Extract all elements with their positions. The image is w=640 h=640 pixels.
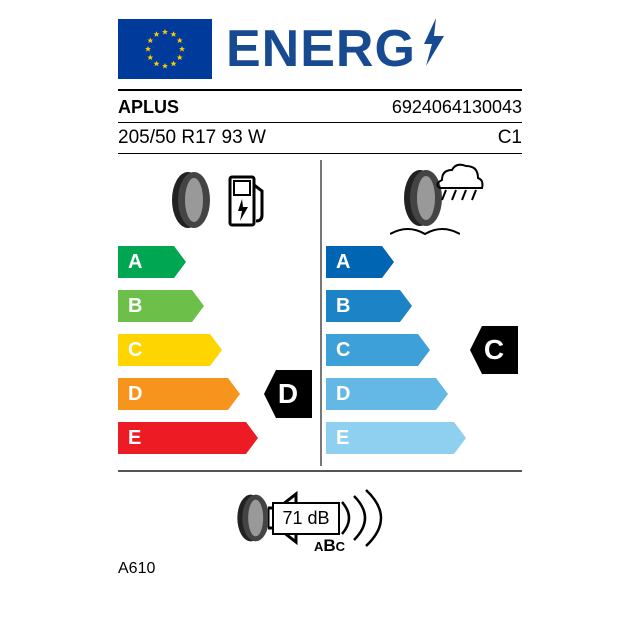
product-code: A610 — [118, 560, 522, 578]
ean-code: 6924064130043 — [392, 97, 522, 118]
noise-class-selected: B — [323, 536, 335, 555]
noise-class-scale: ABC — [314, 536, 345, 556]
bolt-icon — [418, 18, 448, 79]
tyre-icon — [168, 170, 216, 230]
eu-flag-icon — [118, 19, 212, 79]
fuel-panel: ABCDED — [118, 160, 320, 466]
wet-panel: ABCDEC — [320, 160, 522, 466]
water-splash-icon — [390, 224, 460, 238]
rating-indicator: C — [470, 326, 518, 374]
brand-row: APLUS 6924064130043 — [118, 95, 522, 120]
energy-title: ENERG — [226, 18, 448, 79]
brand-name: APLUS — [118, 97, 179, 118]
eu-tyre-label: ENERG APLUS 6924064130043 205/50 R17 93 … — [0, 0, 640, 588]
tyre-class: C1 — [498, 127, 522, 149]
fuel-icons — [118, 160, 316, 240]
fuel-pump-icon — [226, 171, 266, 229]
energy-word: ENERG — [226, 19, 416, 79]
divider — [118, 470, 522, 472]
rating-indicator: D — [264, 370, 312, 418]
fuel-scale: ABCDED — [118, 246, 316, 458]
divider — [118, 122, 522, 123]
tyre-size: 205/50 R17 93 W — [118, 127, 266, 149]
noise-section: 71 dB ABC — [118, 480, 522, 556]
noise-value: 71 dB — [272, 502, 339, 535]
wet-scale: ABCDEC — [326, 246, 522, 458]
header: ENERG — [118, 18, 522, 79]
ratings-panels: ABCDED ABCDEC — [118, 160, 522, 466]
wet-icons — [326, 160, 522, 240]
rain-cloud-icon — [428, 162, 486, 202]
size-row: 205/50 R17 93 W C1 — [118, 125, 522, 151]
sound-waves-icon — [336, 488, 406, 548]
divider — [118, 153, 522, 154]
divider — [118, 89, 522, 91]
